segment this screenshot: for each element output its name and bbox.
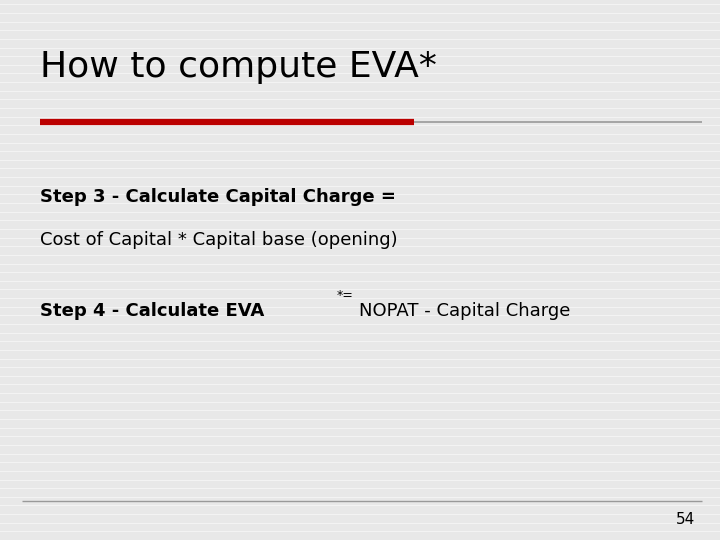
Text: NOPAT - Capital Charge: NOPAT - Capital Charge (359, 301, 570, 320)
Text: Step 3 - Calculate Capital Charge =: Step 3 - Calculate Capital Charge = (40, 188, 395, 206)
Text: Step 4 - Calculate EVA: Step 4 - Calculate EVA (40, 301, 270, 320)
Text: 54: 54 (675, 511, 695, 526)
Text: *=: *= (337, 288, 354, 301)
Text: Cost of Capital * Capital base (opening): Cost of Capital * Capital base (opening) (40, 231, 397, 249)
Text: How to compute EVA*: How to compute EVA* (40, 50, 436, 84)
